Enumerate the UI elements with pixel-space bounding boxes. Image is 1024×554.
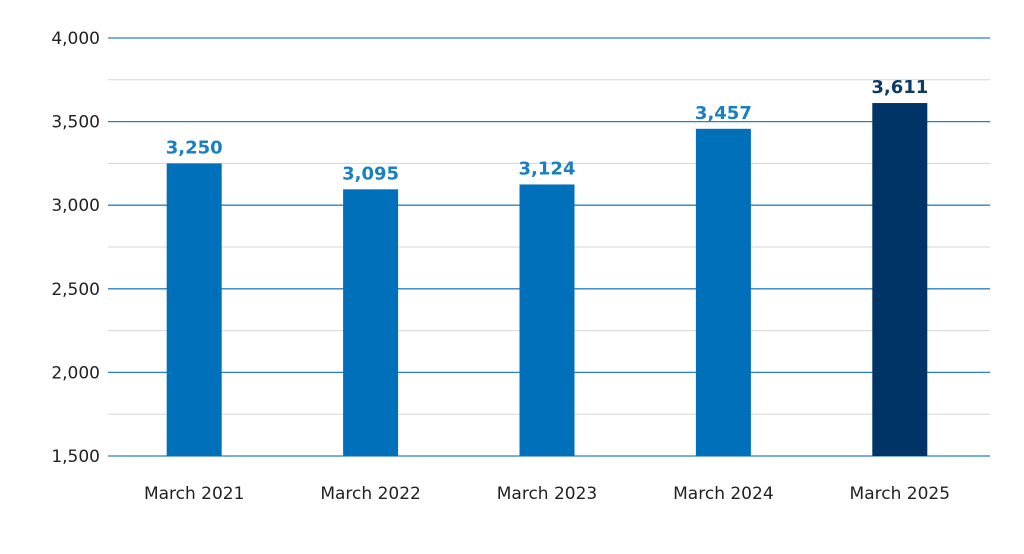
y-tick-label: 3,000	[51, 196, 100, 216]
bar-3	[519, 184, 575, 456]
bar-2	[343, 189, 399, 457]
x-tick-label: March 2022	[320, 484, 421, 504]
x-tick-label: March 2024	[673, 484, 774, 504]
data-label: 3,124	[519, 158, 576, 179]
x-tick-label: March 2023	[497, 484, 598, 504]
y-tick-label: 3,500	[51, 113, 100, 133]
x-tick-label: March 2025	[850, 484, 951, 504]
data-label: 3,611	[871, 77, 928, 98]
bar-4	[695, 128, 751, 456]
x-axis-category-labels: March 2021 March 2022 March 2023 March 2024…	[144, 484, 950, 504]
data-label: 3,457	[695, 103, 752, 124]
y-tick-label: 4,000	[51, 29, 100, 49]
y-tick-label: 2,500	[51, 280, 100, 300]
data-label: 3,250	[166, 137, 223, 158]
y-tick-label: 1,500	[51, 447, 100, 467]
data-labels: 3,250 3,095 3,124 3,457 3,611	[166, 77, 929, 184]
y-tick-label: 2,000	[51, 363, 100, 383]
data-label: 3,095	[342, 163, 399, 184]
bar-5	[872, 103, 928, 456]
bars	[166, 103, 928, 457]
bar-1	[166, 163, 222, 456]
x-tick-label: March 2021	[144, 484, 245, 504]
y-axis-tick-labels: 1,500 2,000 2,500 3,000 3,500 4,000	[51, 29, 100, 467]
